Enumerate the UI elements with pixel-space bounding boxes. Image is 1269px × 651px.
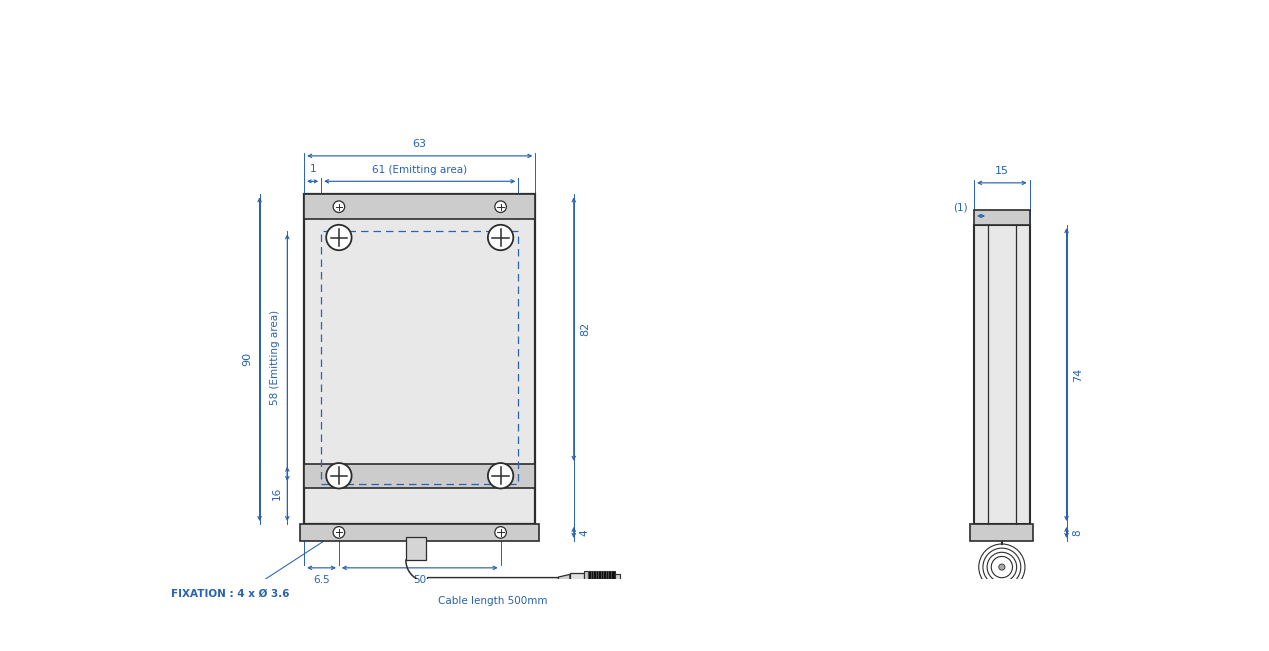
Text: 6.5: 6.5 [313,575,330,585]
Bar [971,524,1033,541]
Text: 16: 16 [272,487,282,501]
Text: 74: 74 [1074,367,1084,381]
Bar [589,571,614,592]
Bar [301,524,539,541]
Text: 8: 8 [1072,529,1082,536]
Bar [321,231,518,484]
Circle shape [326,225,352,250]
Bar [584,572,589,592]
Circle shape [334,527,345,538]
Circle shape [495,527,506,538]
Circle shape [487,225,513,250]
Text: 61 (Emitting area): 61 (Emitting area) [372,165,467,175]
Text: Cable length 500mm: Cable length 500mm [438,596,548,605]
Circle shape [326,463,352,488]
Bar [406,537,426,560]
Bar [305,195,536,219]
Circle shape [495,201,506,212]
Bar [975,210,1029,225]
Bar [570,573,584,590]
Text: 82: 82 [581,322,590,336]
Bar [305,195,536,524]
Text: 63: 63 [412,139,426,149]
Bar [975,225,1029,524]
Circle shape [999,564,1005,570]
Circle shape [334,201,345,212]
Text: 1: 1 [310,164,316,174]
Polygon shape [558,574,570,589]
Text: FIXATION : 4 x Ø 3.6: FIXATION : 4 x Ø 3.6 [171,589,289,599]
Text: 4: 4 [579,529,589,536]
Text: 58 (Emitting area): 58 (Emitting area) [270,310,280,405]
Circle shape [487,463,513,488]
Bar [305,464,536,488]
Bar [614,574,621,589]
Text: 90: 90 [242,352,253,367]
Text: 50: 50 [414,575,426,585]
Bar [428,577,558,587]
Text: (1): (1) [953,203,968,213]
Text: 15: 15 [995,166,1009,176]
